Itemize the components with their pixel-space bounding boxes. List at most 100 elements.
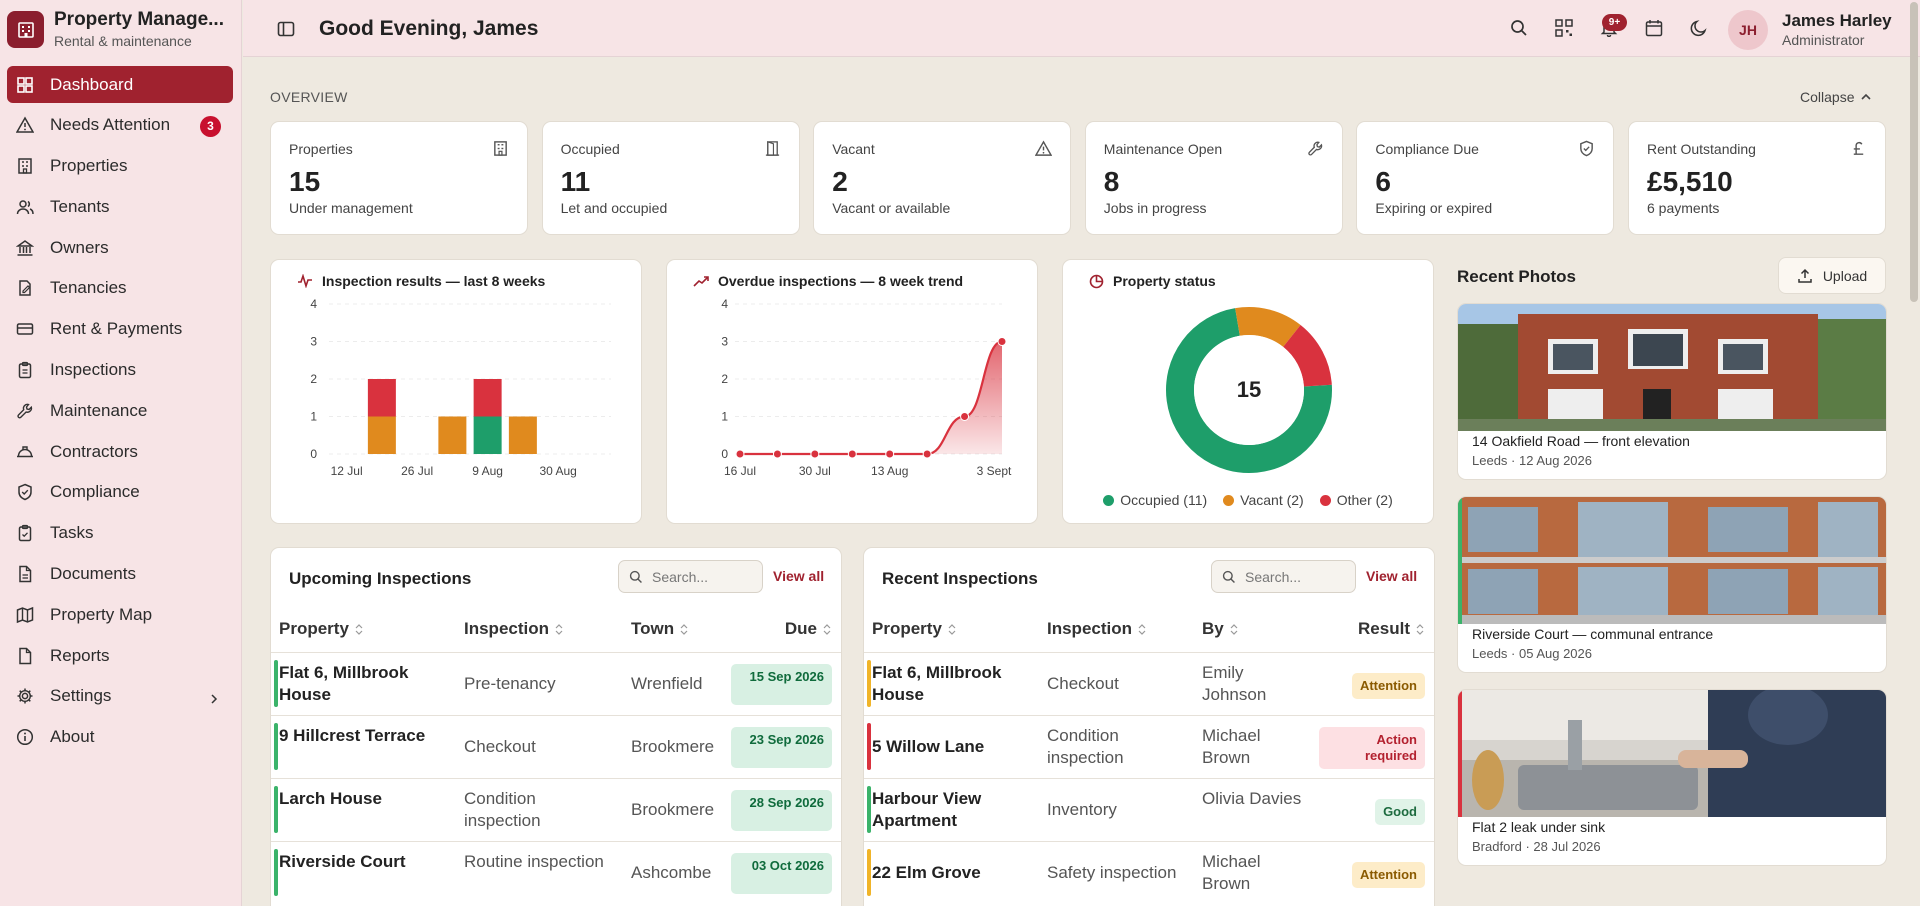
sidebar-item-settings[interactable]: Settings (7, 678, 233, 715)
search-icon (629, 570, 642, 583)
table-row[interactable]: Flat 6, Millbrook House Checkout Emily Joh… (864, 652, 1434, 715)
recent-photos-title: Recent Photos (1457, 267, 1577, 286)
stat-card-rent-outstanding[interactable]: Rent Outstanding £5,510 6 payments (1628, 121, 1886, 235)
sidebar-item-owners[interactable]: Owners (7, 229, 233, 266)
stat-card-properties[interactable]: Properties 15 Under management (270, 121, 528, 235)
column-header-by[interactable]: By (1202, 619, 1238, 639)
sidebar-item-tasks[interactable]: Tasks (7, 515, 233, 552)
row-status-bar (867, 786, 871, 833)
recent-search-input[interactable]: Search... (1211, 560, 1356, 593)
column-header-property[interactable]: Property (279, 619, 363, 639)
avatar[interactable]: JH (1728, 10, 1768, 50)
sort-icon (680, 623, 688, 635)
sidebar-item-tenants[interactable]: Tenants (7, 188, 233, 225)
chart-title: Overdue inspections — 8 week trend (718, 273, 964, 289)
sidebar-item-dashboard[interactable]: Dashboard (7, 66, 233, 103)
trending-up-icon (693, 276, 709, 287)
column-header-inspection[interactable]: Inspection (464, 619, 563, 639)
sidebar-item-reports[interactable]: Reports (7, 637, 233, 674)
upcoming-search-input[interactable]: Search... (618, 560, 763, 593)
user-name[interactable]: James Harley (1782, 11, 1892, 30)
upcoming-view-all-link[interactable]: View all (773, 568, 825, 584)
photo-meta: Leeds · 12 Aug 2026 (1472, 453, 1592, 468)
sidebar-item-rent-payments[interactable]: Rent & Payments (7, 311, 233, 348)
upload-label: Upload (1822, 267, 1868, 284)
bar (367, 379, 396, 417)
cell-inspector: Michael Brown (1202, 726, 1261, 767)
wrench-icon (16, 402, 34, 420)
sort-icon (355, 623, 363, 635)
sort-icon (948, 623, 956, 635)
column-header-property[interactable]: Property (872, 619, 956, 639)
cell-inspection: Condition inspection (464, 789, 541, 830)
data-point (810, 449, 820, 459)
column-header-inspection[interactable]: Inspection (1047, 619, 1146, 639)
donut-slice (1235, 307, 1301, 348)
calendar-icon[interactable] (1645, 19, 1663, 42)
sidebar-item-needs-attention[interactable]: Needs Attention 3 (7, 107, 233, 144)
sidebar-item-about[interactable]: About (7, 719, 233, 756)
table-row[interactable]: 5 Willow Lane Condition inspection Michael… (864, 715, 1434, 778)
brand[interactable]: Property Manage... Rental & maintenance (7, 9, 224, 49)
upload-button[interactable]: Upload (1778, 257, 1886, 294)
stat-card-occupied[interactable]: Occupied 11 Let and occupied (541, 121, 800, 235)
qr-code-icon[interactable] (1555, 19, 1573, 42)
table-row[interactable]: Flat 6, Millbrook House Pre-tenancy Wrenfi… (271, 652, 841, 715)
contract-icon (16, 279, 34, 297)
sidebar-item-compliance[interactable]: Compliance (7, 474, 233, 511)
x-tick-label: 16 Jul (724, 464, 756, 478)
stat-subtitle: Jobs in progress (1103, 200, 1207, 216)
upcoming-title: Upcoming Inspections (289, 569, 472, 588)
donut-slice (1166, 308, 1332, 473)
legend-other: Other (2) (1319, 492, 1393, 508)
cell-property: Harbour View Apartment (872, 789, 982, 830)
table-row[interactable]: 22 Elm Grove Safety inspection Michael Bro… (864, 841, 1434, 904)
chevron-up-icon (1861, 93, 1872, 100)
row-status-bar (274, 723, 278, 770)
collapse-button[interactable]: Collapse (1800, 89, 1872, 105)
page-scrollbar[interactable] (1910, 2, 1918, 302)
sidebar-item-tenancies[interactable]: Tenancies (7, 270, 233, 307)
column-header-due[interactable]: Due (785, 619, 831, 639)
table-row[interactable]: Riverside Court Routine inspection Ashcomb… (271, 841, 841, 904)
sidebar-item-documents[interactable]: Documents (7, 556, 233, 593)
table-row[interactable]: 9 Hillcrest Terrace Checkout Brookmere 23 S… (271, 715, 841, 778)
tasks-icon (16, 524, 34, 542)
building-icon (16, 157, 34, 175)
sidebar-item-property-map[interactable]: Property Map (7, 596, 233, 633)
data-point (997, 337, 1007, 346)
row-status-bar (867, 849, 871, 896)
search-icon (1222, 570, 1235, 583)
activity-icon (298, 274, 312, 288)
sidebar-item-inspections[interactable]: Inspections (7, 352, 233, 389)
y-tick-label: 2 (721, 372, 728, 386)
stat-card-vacant[interactable]: Vacant 2 Vacant or available (813, 121, 1072, 235)
table-row[interactable]: Harbour View Apartment Inventory Olivia Da… (864, 778, 1434, 841)
info-icon (16, 728, 34, 746)
stat-label: Vacant (832, 141, 875, 157)
column-header-result[interactable]: Result (1358, 619, 1424, 639)
recent-view-all-link[interactable]: View all (1366, 568, 1418, 584)
sidebar-item-contractors[interactable]: Contractors (7, 433, 233, 470)
search-icon[interactable] (1510, 19, 1528, 42)
file-icon (16, 565, 34, 583)
stat-card-maintenance-open[interactable]: Maintenance Open 8 Jobs in progress (1084, 121, 1343, 235)
table-row[interactable]: Larch House Condition inspection Brookmere… (271, 778, 841, 841)
cell-town: Brookmere (631, 737, 715, 756)
sidebar-item-maintenance[interactable]: Maintenance (7, 392, 233, 429)
stat-card-compliance-due[interactable]: Compliance Due 6 Expiring or expired (1356, 121, 1615, 235)
photo-card[interactable]: Riverside Court — communal entrance Leeds… (1457, 496, 1887, 673)
sidebar-item-label: Property Map (50, 604, 153, 624)
stat-subtitle: Let and occupied (560, 200, 668, 216)
y-tick-label: 4 (721, 297, 728, 311)
stat-subtitle: 6 payments (1647, 200, 1720, 216)
photo-card[interactable]: 14 Oakfield Road — front elevation Leeds … (1457, 303, 1887, 480)
column-header-town[interactable]: Town (631, 619, 688, 639)
y-tick-label: 0 (310, 447, 317, 461)
sidebar-toggle-icon[interactable] (277, 20, 295, 43)
dark-mode-icon[interactable] (1690, 19, 1708, 42)
sidebar-item-properties[interactable]: Properties (7, 148, 233, 185)
sidebar-item-label: Owners (50, 237, 109, 257)
photo-card[interactable]: Flat 2 leak under sink Bradford · 28 Jul … (1457, 689, 1887, 866)
user-role: Administrator (1782, 32, 1865, 48)
